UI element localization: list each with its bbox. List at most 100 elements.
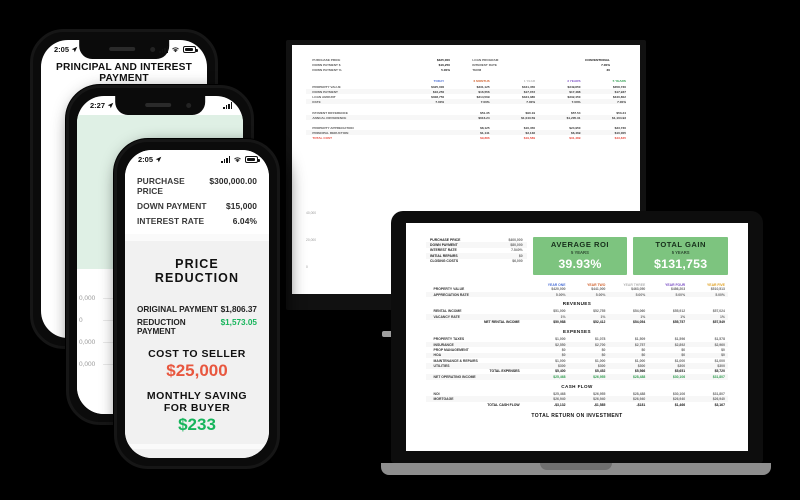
- signal-bars-icon: [223, 102, 232, 109]
- highlight-value: $25,000: [166, 360, 228, 380]
- kpi-title: TOTAL GAIN: [655, 240, 706, 249]
- row-cell: $26,940: [593, 397, 606, 402]
- row-cell: $340,802: [612, 94, 626, 99]
- rate-buydown-section: 2/1 RATE BUYDOWN ORIGINAL PAYMENT $1,806…: [125, 448, 269, 458]
- location-arrow-icon: [155, 156, 162, 163]
- row-cell: $441,000: [591, 287, 606, 292]
- row-cell: $341,450: [522, 84, 536, 89]
- laptop-header-row: PURCHASE PRICE $400,000 DOWN PAYMENT $80,00…: [406, 223, 748, 275]
- row-cell: $1,141: [480, 130, 490, 135]
- spacer: [306, 79, 399, 83]
- row-label: NET RENTAL INCOME: [483, 320, 520, 325]
- input-label: PURCHASE PRICE: [137, 175, 185, 196]
- earpiece-speaker: [109, 47, 136, 51]
- row-cell: $0: [721, 347, 725, 352]
- row-cell: -$181: [636, 402, 646, 407]
- row-cell: $17,937: [614, 89, 626, 94]
- row-cell: $57.54: [570, 110, 581, 115]
- row-cell: $314,569: [476, 94, 490, 99]
- row-cell: $0: [681, 353, 686, 358]
- table-row: NOI $25,468 $26,955 $28,488 $30,106 $31,807: [426, 391, 728, 396]
- row-cell: $54,054: [632, 320, 646, 325]
- kpi-subtitle: 5 YEARS: [571, 249, 589, 255]
- kpi-average-roi: AVERAGE ROI 5 YEARS 39.93%: [532, 237, 628, 275]
- summary-label: PURCHASE PRICE: [312, 57, 341, 62]
- result-row: ORIGINAL PAYMENT $1,806.37: [137, 303, 257, 316]
- input-row[interactable]: CLOSING COSTS $6,000: [426, 259, 527, 264]
- row-cell: $0: [601, 353, 606, 358]
- summary-value2: CONVENTIONAL: [584, 57, 610, 62]
- input-row[interactable]: PURCHASE PRICE $400,000: [426, 237, 527, 242]
- row-label: UTILITIES: [433, 364, 450, 369]
- desktop-monitor: PURCHASE PRICE $325,000 LOAN PROGRAM CON…: [286, 40, 646, 337]
- row-cell: $463,050: [631, 287, 646, 292]
- input-row-purchase-price[interactable]: PURCHASE PRICE $300,000.00: [137, 173, 257, 198]
- phone-middle-status-bar: 2:27: [77, 96, 243, 115]
- row-cell: $31,807: [712, 374, 725, 379]
- column-header: 1 YEAR: [523, 79, 536, 83]
- row-cell: $8,125: [480, 125, 490, 130]
- laptop-lid: PURCHASE PRICE $400,000 DOWN PAYMENT $80,00…: [391, 211, 763, 463]
- table-row: RENTAL INCOME $51,000 $52,755 $54,060 $55,91…: [426, 309, 728, 314]
- result-value: $1,573.05: [220, 317, 257, 327]
- column-header: YEAR ONE: [547, 282, 566, 287]
- status-time: 2:05: [54, 45, 70, 54]
- row-cell: $332,450: [567, 94, 581, 99]
- row-cell: $43,845: [614, 135, 626, 140]
- row-cell: $28,488: [632, 374, 646, 379]
- input-value: 6.04%: [232, 215, 257, 226]
- row-label: ANNUAL DIFFERENCE: [312, 115, 347, 120]
- summary-value2: 7.00%: [601, 62, 610, 67]
- battery-icon: [245, 156, 260, 163]
- table-row: PAYMENT DIFFERENCE $51.35 $90.19 $57.54 $53.…: [306, 110, 626, 115]
- row-cell: $24,950: [569, 125, 581, 130]
- kpi-value: $131,753: [654, 256, 708, 271]
- table-row: NET OPERATING INCOME $25,468 $26,955 $28,48…: [426, 374, 728, 380]
- table-row: PROP MANAGEMENT $0 $0 $0 $0 $0: [426, 347, 728, 352]
- summary-label2: TERM: [472, 67, 482, 72]
- table-row: DOWN PAYMENT $16,250 $16,556 $17,072 $17,488…: [306, 89, 626, 94]
- laptop-trackpad-notch: [540, 463, 612, 470]
- row-cell: $53.24: [616, 110, 626, 115]
- column-header: 6 MONTHS: [473, 79, 490, 83]
- row-cell: $28,488: [632, 391, 646, 396]
- row-cell: $55,912: [672, 309, 686, 314]
- monitor-summary-table: PURCHASE PRICE $325,000 LOAN PROGRAM CON…: [292, 45, 640, 72]
- status-time: 2:27: [90, 101, 106, 110]
- row-cell: $331,125: [476, 84, 490, 89]
- location-arrow-icon: [71, 46, 78, 53]
- column-header: YEAR TWO: [587, 282, 606, 287]
- input-value: $15,000: [226, 200, 257, 211]
- input-label: DOWN PAYMENT: [137, 200, 207, 211]
- input-row[interactable]: INITIAL REPAIRS $0: [426, 253, 527, 259]
- input-row[interactable]: DOWN PAYMENT $80,000: [426, 242, 527, 248]
- laptop-property-table: PROPERTY VALUE $420,000 $441,000 $463,050 $4…: [406, 287, 748, 298]
- row-cell: $9,886: [480, 135, 490, 140]
- location-arrow-icon: [107, 102, 114, 109]
- row-cell: $2,757: [634, 342, 646, 347]
- row-label: RATE: [312, 99, 321, 104]
- input-label: INTEREST RATE: [137, 215, 205, 226]
- table-row: UTILITIES $300 $300 $300 $300 $300: [426, 363, 728, 369]
- row-cell: $5,566: [634, 369, 646, 374]
- monthly-saving-block: MONTHLY SAVING FOR BUYER $233: [137, 390, 257, 435]
- table-row: ANNUAL DIFFERENCE $616.24 $1,043.59 $1,205.…: [306, 115, 626, 120]
- table-row: LOAN AMOUNT $308,750 $314,569 $324,380 $332,…: [306, 94, 626, 99]
- chart-y-label: 20,000: [306, 238, 317, 242]
- input-row-down-payment[interactable]: DOWN PAYMENT $15,000: [137, 198, 257, 213]
- row-cell: 5.00%: [555, 292, 566, 297]
- input-row[interactable]: INTEREST RATE 7.540%: [426, 248, 527, 253]
- cashflow-title: CASH FLOW: [561, 383, 593, 389]
- laptop-expenses-table: PROPERTY TAXES $1,000 $1,078 $1,509 $1,596 $1…: [406, 336, 748, 380]
- input-value: $80,000: [510, 243, 523, 248]
- table-row: PROPERTY TAXES $1,000 $1,078 $1,509 $1,596 $1…: [426, 336, 728, 341]
- input-row-interest-rate[interactable]: INTEREST RATE 6.04%: [137, 213, 257, 228]
- row-cell: $0: [641, 347, 646, 352]
- row-cell: $358,736: [612, 84, 626, 89]
- monitor-screen: PURCHASE PRICE $325,000 LOAN PROGRAM CON…: [292, 45, 640, 294]
- row-cell: $52,755: [593, 309, 606, 314]
- signal-bars-icon: [221, 156, 230, 163]
- phone-back-status-bar: 2:05: [41, 40, 207, 59]
- result-value: $1,806.37: [220, 304, 257, 314]
